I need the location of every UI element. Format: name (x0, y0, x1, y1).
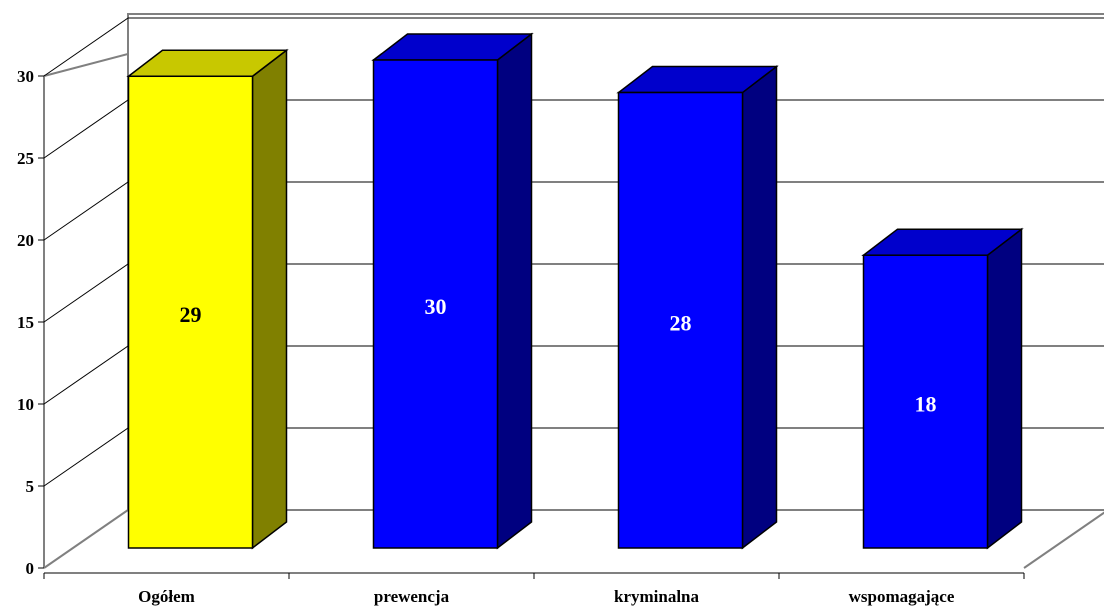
floor-left-edge (43, 509, 129, 569)
gridline-side (43, 345, 129, 405)
bar-1: 29 (126, 48, 289, 550)
side-wall-top-edge (43, 53, 129, 77)
y-tick-label: 10 (17, 395, 34, 414)
bars: 29 30 28 18 (126, 32, 1024, 550)
bar-value-label: 18 (915, 392, 937, 417)
bar-2: 30 (371, 32, 534, 550)
bar-value-label: 29 (180, 302, 202, 327)
bar-side (496, 32, 533, 550)
y-tick-label: 0 (26, 559, 35, 578)
y-axis: 0 5 10 15 20 25 30 (17, 67, 44, 578)
bar-value-label: 28 (670, 310, 692, 335)
y-tick-label: 25 (17, 149, 34, 168)
bar-front (372, 59, 499, 549)
bar-front (862, 254, 989, 549)
x-axis: Ogółem prewencja kryminalna wspomagające (43, 572, 1025, 606)
bar-side (251, 48, 288, 550)
bar-side (741, 65, 778, 550)
category-label: kryminalna (614, 587, 700, 606)
gridline-side (43, 99, 129, 159)
gridline-side (43, 181, 129, 241)
bar-front (617, 91, 744, 549)
gridline-side (43, 427, 129, 487)
floor-right-edge (1023, 511, 1104, 569)
category-label: Ogółem (138, 587, 195, 606)
y-tick-label: 30 (17, 67, 34, 86)
category-label: wspomagające (849, 587, 955, 606)
bar-3: 28 (616, 65, 779, 550)
y-tick-label: 5 (26, 477, 35, 496)
y-tick-label: 15 (17, 313, 34, 332)
gridline-side (43, 263, 129, 323)
bar-side (986, 227, 1023, 550)
gridline-side (43, 17, 129, 77)
y-tick-label: 20 (17, 231, 34, 250)
bar-front (127, 75, 254, 549)
bar-4: 18 (861, 227, 1024, 550)
bar-value-label: 30 (425, 294, 447, 319)
category-label: prewencja (374, 587, 450, 606)
